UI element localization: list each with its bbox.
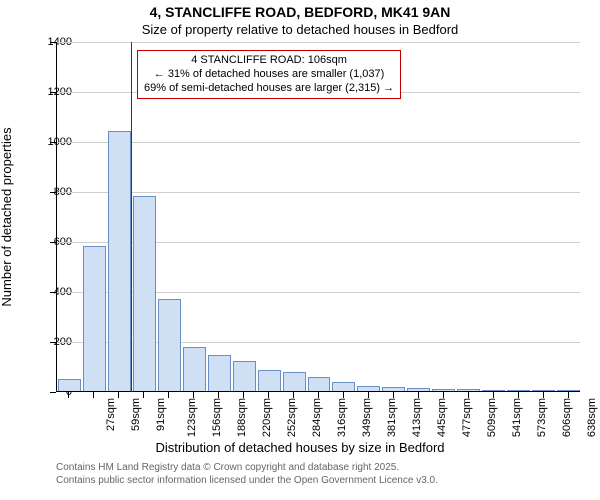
x-tick-mark [218,392,219,398]
x-tick-mark [268,392,269,398]
x-tick-label: 445sqm [436,398,448,437]
x-tick-label: 316sqm [336,398,348,437]
histogram-bar [507,390,530,391]
x-tick-label: 91sqm [155,398,167,431]
x-tick-mark [93,392,94,398]
x-tick-label: 413sqm [411,398,423,437]
x-tick-mark [193,392,194,398]
marker-line [131,42,132,392]
x-tick-label: 573sqm [536,398,548,437]
x-tick-mark [443,392,444,398]
x-tick-label: 381sqm [386,398,398,437]
chart-container: 4, STANCLIFFE ROAD, BEDFORD, MK41 9AN Si… [0,0,600,500]
histogram-bar [557,390,580,391]
histogram-bar [283,372,306,391]
histogram-bar [532,390,555,391]
x-tick-label: 123sqm [186,398,198,437]
histogram-bar [258,370,281,391]
histogram-bar [407,388,430,391]
annotation-line: 4 STANCLIFFE ROAD: 106sqm [144,54,394,68]
footnote-line1: Contains HM Land Registry data © Crown c… [56,462,399,473]
x-tick-mark [68,392,69,398]
annotation-box: 4 STANCLIFFE ROAD: 106sqm← 31% of detach… [137,50,401,99]
histogram-bar [308,377,331,391]
x-tick-label: 638sqm [586,398,598,437]
histogram-bar [183,347,206,391]
x-tick-label: 509sqm [486,398,498,437]
x-tick-mark [243,392,244,398]
footnote-line2: Contains public sector information licen… [56,475,438,486]
histogram-bar [432,389,455,392]
x-tick-mark [568,392,569,398]
histogram-bar [482,390,505,392]
histogram-bar [108,131,131,391]
x-tick-label: 477sqm [461,398,473,437]
x-tick-mark [168,392,169,398]
x-tick-label: 188sqm [236,398,248,437]
x-tick-mark [543,392,544,398]
x-tick-label: 156sqm [211,398,223,437]
x-tick-mark [293,392,294,398]
x-tick-label: 59sqm [130,398,142,431]
x-tick-mark [118,392,119,398]
x-tick-mark [418,392,419,398]
x-tick-mark [143,392,144,398]
x-tick-mark [343,392,344,398]
x-tick-mark [368,392,369,398]
histogram-bar [158,299,181,392]
x-tick-label: 27sqm [106,398,118,431]
x-tick-mark [468,392,469,398]
histogram-bar [233,361,256,391]
plot-area: 4 STANCLIFFE ROAD: 106sqm← 31% of detach… [56,42,580,392]
chart-title-address: 4, STANCLIFFE ROAD, BEDFORD, MK41 9AN [0,4,600,20]
x-tick-label: 349sqm [361,398,373,437]
histogram-bar [208,355,231,391]
x-tick-label: 220sqm [261,398,273,437]
x-tick-mark [393,392,394,398]
annotation-line: 69% of semi-detached houses are larger (… [144,82,394,96]
chart-subtitle: Size of property relative to detached ho… [0,22,600,37]
x-tick-mark [518,392,519,398]
x-tick-label: 541sqm [511,398,523,437]
histogram-bar [133,196,156,391]
histogram-bar [382,387,405,391]
x-tick-label: 284sqm [311,398,323,437]
histogram-bar [457,389,480,391]
y-axis-label: Number of detached properties [0,127,14,306]
x-tick-mark [493,392,494,398]
histogram-bar [58,379,81,391]
x-tick-label: 606sqm [561,398,573,437]
x-tick-label: 252sqm [286,398,298,437]
histogram-bar [83,246,106,391]
x-tick-mark [318,392,319,398]
y-tick-mark [50,392,56,393]
histogram-bar [357,386,380,391]
x-axis-label: Distribution of detached houses by size … [0,440,600,455]
histogram-bar [332,382,355,391]
annotation-line: ← 31% of detached houses are smaller (1,… [144,68,394,82]
